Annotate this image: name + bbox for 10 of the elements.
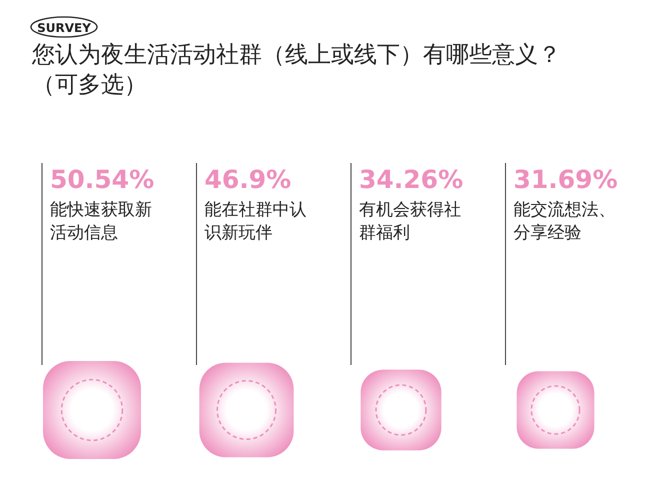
category-label: 能在社群中认识新玩伴 bbox=[204, 200, 306, 243]
category-label: 能交流想法、分享经验 bbox=[514, 200, 616, 243]
text: SURVEY bbox=[37, 21, 92, 35]
data-label: 50.54% bbox=[50, 165, 154, 194]
category-label: 有机会获得社群福利 bbox=[359, 200, 461, 243]
category-label: 能快速获取新活动信息 bbox=[50, 200, 152, 243]
text: 您认为夜生活活动社群（线上或线下）有哪些意义？（可多选） bbox=[31, 42, 561, 98]
data-label: 46.9% bbox=[204, 165, 292, 194]
data-label: 34.26% bbox=[359, 165, 464, 194]
data-label: 31.69% bbox=[514, 165, 618, 194]
